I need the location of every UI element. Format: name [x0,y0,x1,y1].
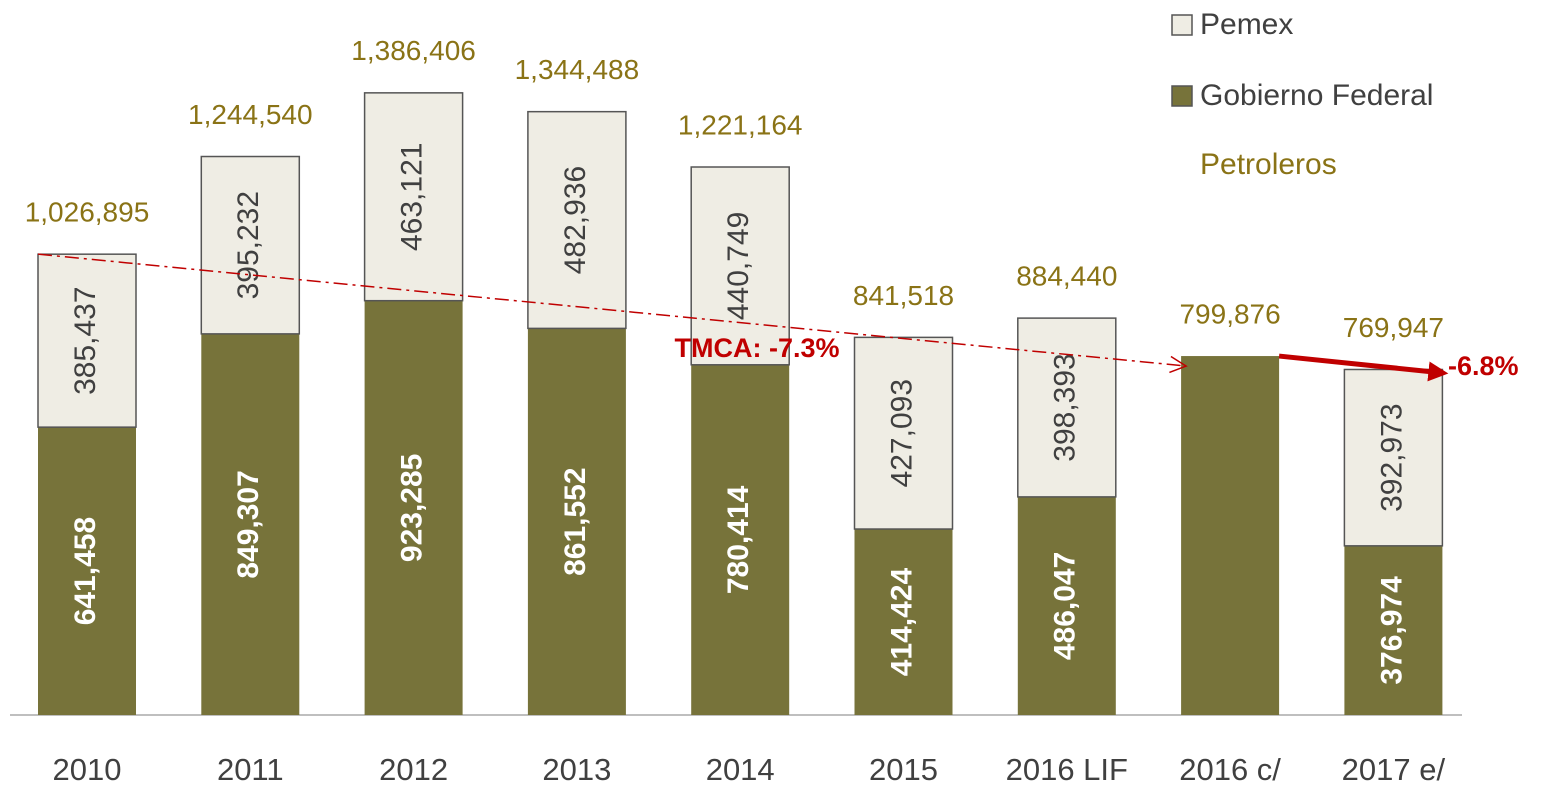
value-label: 780,414 [722,485,755,594]
value-label: 427,093 [885,379,918,487]
x-tick-label: 2011 [217,752,284,787]
value-label: 398,393 [1049,353,1082,461]
value-label: 641,458 [69,517,102,625]
legend-label: Gobierno Federal [1200,79,1433,112]
bar-segment [1343,368,1444,547]
bar-segment [364,300,463,715]
total-label: 884,440 [1016,260,1117,291]
x-tick-label: 2016 c/ [1179,752,1281,787]
bar-segment [691,364,790,715]
value-label: 395,232 [232,191,265,299]
legend-title: Petroleros [1200,148,1337,181]
x-tick-label: 2016 LIF [1006,752,1128,787]
value-label: 923,285 [396,454,429,562]
bar-segment [1344,545,1443,715]
value-label: 440,749 [722,212,755,320]
total-label: 1,026,895 [25,197,150,228]
bar-segment [1017,317,1117,498]
legend-swatch [1171,14,1193,36]
bar-segment [853,336,954,530]
annotation: -6.8% [1448,351,1519,381]
total-label: 841,518 [853,280,954,311]
bar-segment [201,333,300,715]
x-tick-label: 2017 e/ [1342,752,1446,787]
bar-segment [527,110,627,330]
bar-segment [363,92,464,302]
value-label: 376,974 [1375,576,1408,685]
total-label: 1,386,406 [351,35,476,66]
x-tick-label: 2012 [379,752,448,787]
total-label: 1,244,540 [188,99,313,130]
total-label: 799,876 [1179,298,1280,329]
value-label: 861,552 [559,467,592,575]
total-label: 1,344,488 [515,54,640,85]
value-label: 385,437 [69,286,102,394]
bar-segment [854,529,953,715]
bar-segment [1181,356,1280,715]
annotation: TMCA: -7.3% [674,333,839,363]
value-label: 392,973 [1375,403,1408,511]
bar-segment [690,166,790,366]
total-label: 769,947 [1343,312,1444,343]
value-label: 463,121 [396,143,429,251]
legend-swatch [1171,85,1193,107]
bar-segment [200,155,301,335]
trend-line [37,253,1188,374]
bar-segment [527,328,626,715]
value-label: 414,424 [885,567,918,676]
x-tick-label: 2014 [706,752,775,787]
value-label: 482,936 [559,166,592,274]
value-label: 486,047 [1049,552,1082,660]
total-label: 1,221,164 [678,109,803,140]
bar-segment [1017,496,1116,715]
x-tick-label: 2013 [542,752,611,787]
value-label: 849,307 [232,470,265,578]
change-arrow [1278,353,1449,382]
bar-segment [38,427,136,715]
x-tick-label: 2015 [869,752,938,787]
legend-label: Pemex [1200,8,1293,41]
x-tick-label: 2010 [53,752,122,787]
bar-segment [37,253,137,428]
